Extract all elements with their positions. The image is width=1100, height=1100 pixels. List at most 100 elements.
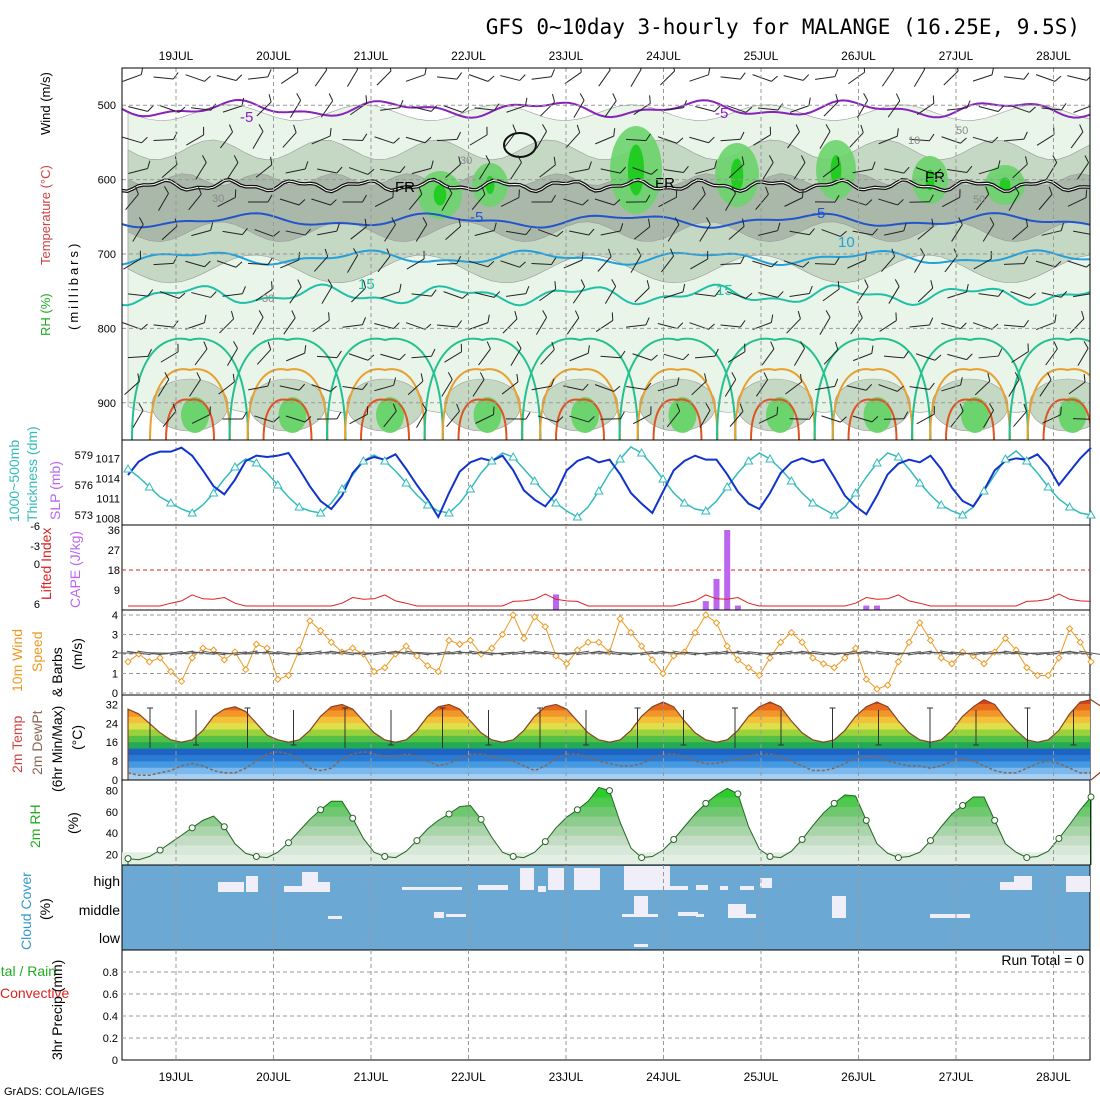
wind-tick: 3: [112, 630, 118, 642]
rh-point: [671, 837, 677, 843]
rh-tick: 60: [106, 807, 118, 819]
rh-point: [350, 815, 356, 821]
date-label-bottom: 26JUL: [841, 1070, 876, 1084]
cloud-low: [328, 916, 342, 919]
contour-label: 30: [212, 193, 224, 205]
cloud-label-2: (%): [37, 898, 53, 920]
cloud-middle: [728, 904, 746, 918]
cloud-middle: [678, 912, 698, 916]
date-label-bottom: 23JUL: [549, 1070, 584, 1084]
cloud-high: [740, 886, 754, 890]
date-axis-bottom: 19JUL 20JUL 21JUL 22JUL 23JUL 24JUL 25JUL 26JUL…: [159, 1070, 1072, 1084]
meteogram: GFS 0~10day 3-hourly for MALANGE (16.25E…: [0, 0, 1100, 1100]
temp-tick: 16: [106, 737, 118, 749]
contour-label: 15: [716, 282, 733, 299]
rh-point: [928, 838, 934, 844]
temp-band: [122, 767, 1090, 774]
date-label-top: 28JUL: [1036, 49, 1071, 63]
cape-tick: 27: [108, 545, 120, 557]
run-total: Run Total = 0: [1001, 952, 1084, 968]
rh-point: [510, 854, 516, 860]
rh-panel: 20406080 2m RH (%): [27, 778, 1094, 865]
cloud-high: [1014, 876, 1032, 890]
precip-tick: 0.4: [103, 1011, 118, 1023]
cloud-high: [284, 886, 302, 892]
date-label-bottom: 19JUL: [159, 1070, 194, 1084]
contour-label: 30: [262, 293, 274, 305]
temp-band: [122, 748, 1090, 755]
date-label-top: 20JUL: [256, 49, 291, 63]
cloud-high: [1000, 882, 1016, 890]
cloud-middle: [746, 914, 756, 918]
cape-bar: [735, 606, 741, 610]
cape-label: CAPE (J/kg): [67, 531, 83, 608]
precip-tick: 0.8: [103, 967, 118, 979]
cloud-label-1: Cloud Cover: [18, 872, 34, 950]
upper-air-layers: -5 -5FR FR FR-5 -51015 15303030501050: [120, 62, 1100, 440]
precip-axis-label: 3hr Precip (mm): [49, 960, 65, 1060]
slp-label: SLP (mb): [47, 461, 63, 520]
cloud-level-low: low: [99, 930, 121, 946]
contour-label: 30: [460, 155, 472, 167]
upper-air-panel: -5 -5FR FR FR-5 -51015 15303030501050 5006007…: [38, 62, 1100, 440]
date-label-top: 22JUL: [451, 49, 486, 63]
thickness-tick: 576: [75, 480, 93, 492]
barb-flag: [1093, 228, 1098, 236]
rh-point: [125, 856, 131, 862]
cloud-middle: [930, 914, 970, 918]
wind-tick: 4: [112, 610, 118, 622]
pressure-tick: 900: [98, 398, 116, 410]
cape-bar: [874, 606, 880, 610]
cloud-high: [760, 878, 772, 888]
rh-point: [157, 847, 163, 853]
rh-point: [414, 838, 420, 844]
temp-tick: 8: [112, 756, 118, 768]
thickness-label-1: 1000~500mb: [6, 440, 22, 522]
temp-label-4: (°C): [69, 725, 85, 750]
rh-point: [253, 854, 259, 860]
temp-label-1: 2m Temp: [9, 715, 25, 773]
date-label-bottom: 24JUL: [646, 1070, 681, 1084]
temp-tick: 32: [106, 699, 118, 711]
rh-point: [992, 817, 998, 823]
rh-tick: 40: [106, 828, 118, 840]
rh-tick: 80: [106, 786, 118, 798]
rh-axis-label: RH (%): [38, 293, 53, 336]
date-label-top: 25JUL: [744, 49, 779, 63]
rh-point: [1024, 855, 1030, 861]
precip-total-label: Total / Rain: [0, 963, 56, 979]
pressure-tick: 700: [98, 249, 116, 261]
cloud-middle: [446, 914, 466, 917]
cape-bar: [714, 579, 720, 610]
rh-point: [1088, 794, 1094, 800]
cloud-high: [720, 886, 728, 890]
date-label-bottom: 22JUL: [451, 1070, 486, 1084]
cloud-high: [302, 872, 318, 892]
date-label-top: 27JUL: [939, 49, 974, 63]
contour-label: 10: [838, 234, 855, 251]
cloud-middle: [622, 914, 658, 917]
rh-point: [318, 807, 324, 813]
cape-bar: [724, 530, 730, 610]
rh-point: [767, 854, 773, 860]
temp-tick: 24: [106, 718, 118, 730]
rh-point: [735, 791, 741, 797]
temp-band: [122, 755, 1090, 762]
rh-point: [639, 855, 645, 861]
slp-tick: 1017: [96, 453, 120, 465]
cloud-high: [548, 868, 564, 890]
slp-tick: 1014: [96, 473, 120, 485]
barb-shaft: [790, 419, 810, 420]
wind-label-2: Speed: [29, 632, 45, 672]
contour-label: 10: [908, 135, 920, 147]
date-label-bottom: 27JUL: [939, 1070, 974, 1084]
cloud-high: [670, 886, 688, 890]
date-label-top: 24JUL: [646, 49, 681, 63]
millibars-axis-label: (millibars): [66, 241, 81, 330]
rh-point: [574, 807, 580, 813]
rh-point: [286, 840, 292, 846]
contour-label: -5: [240, 109, 253, 126]
cloud-middle: [634, 896, 648, 914]
pressure-axis: 500600700800900: [98, 100, 116, 410]
